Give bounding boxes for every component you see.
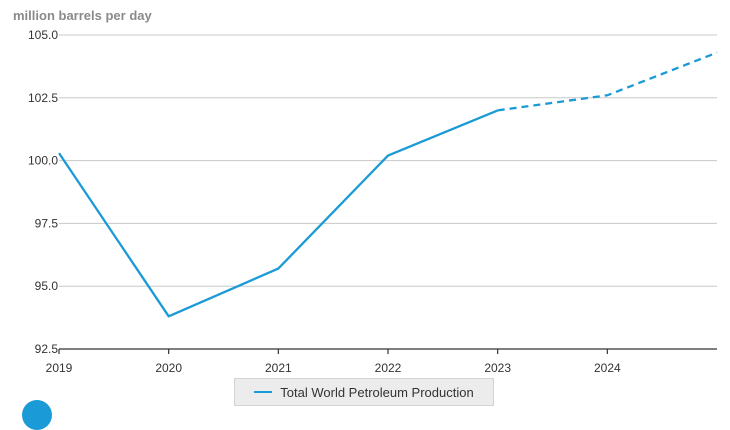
x-tick-label: 2022: [375, 361, 402, 375]
x-tick-label: 2024: [594, 361, 621, 375]
series-line-forecast: [497, 51, 718, 112]
y-tick-label: 102.5: [28, 91, 58, 105]
grid-lines: [59, 34, 717, 287]
legend-swatch: [254, 391, 273, 393]
series-lines: [58, 51, 718, 318]
y-tick-label: 95.0: [35, 279, 59, 293]
y-tick-label: 92.5: [35, 342, 59, 356]
legend[interactable]: Total World Petroleum Production: [234, 378, 494, 406]
x-axis-ticks: 2019 2020 2021 2022 2023 2024: [46, 349, 621, 375]
y-tick-label: 105.0: [28, 28, 58, 42]
x-tick-label: 2023: [484, 361, 511, 375]
y-tick-label: 100.0: [28, 154, 58, 168]
legend-label: Total World Petroleum Production: [280, 384, 474, 400]
x-tick-label: 2019: [46, 361, 73, 375]
logo-badge-icon: [22, 400, 52, 430]
y-tick-label: 97.5: [35, 216, 59, 230]
x-tick-label: 2021: [265, 361, 292, 375]
x-tick-label: 2020: [155, 361, 182, 375]
y-axis-ticks: 105.0 102.5 100.0 97.5 95.0 92.5: [28, 28, 58, 356]
series-line-historical: [58, 109, 499, 318]
y-axis-unit-label: million barrels per day: [13, 8, 152, 23]
line-chart: million barrels per day 105.0 102.5 100.0 9…: [13, 8, 718, 375]
